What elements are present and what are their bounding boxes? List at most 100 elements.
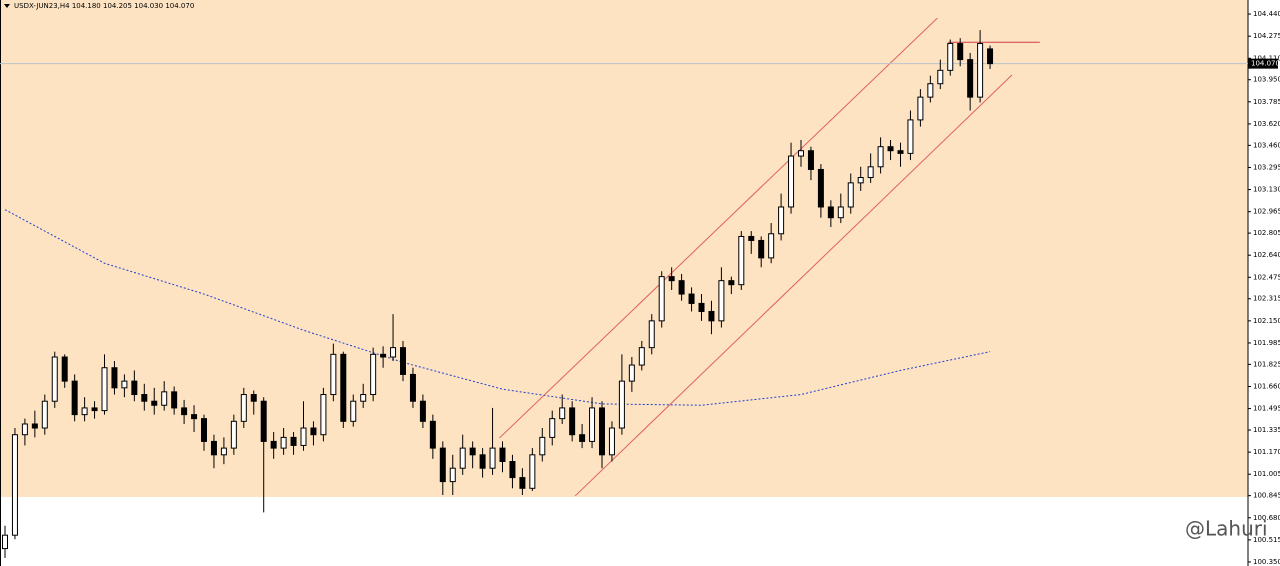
y-tick-label: 102.965 [1253,208,1280,216]
candle-body [827,206,834,219]
candle-body [310,427,317,436]
candle-body [260,400,267,442]
candle-body [390,347,397,358]
candle-body [917,96,924,121]
y-tick-label: 101.660 [1253,382,1280,390]
candle-body [788,155,795,208]
candle-body [688,293,695,304]
candle-body [370,353,377,396]
candle-body [658,276,665,322]
candle-body [210,440,217,456]
trendline [499,17,938,439]
candle-body [121,380,128,389]
candle-body [300,427,307,446]
candle-body [489,447,496,469]
candle-body [290,436,297,446]
candle-body [141,394,148,402]
candle-body [708,310,715,322]
candle-body [91,407,98,412]
candle-body [798,150,804,157]
title-icon [4,4,10,8]
candle-body [51,356,58,402]
candle-body [768,233,775,259]
candle-body [111,367,118,389]
candle-body [429,420,436,449]
candle-body [270,440,277,449]
candle-body [250,394,257,402]
candle-body [409,373,416,402]
candle-body [151,400,158,406]
candle-body [907,119,914,154]
candle-body [589,407,596,442]
candle-body [181,407,188,416]
candle-body [21,423,28,436]
candle-body [459,447,466,469]
candle-body [509,461,516,479]
y-tick-label: 102.805 [1253,229,1280,237]
y-tick-label: 103.460 [1253,141,1280,149]
candle-body [748,235,755,241]
y-tick-label: 101.495 [1253,405,1280,413]
y-tick-label: 104.275 [1253,32,1280,40]
y-tick-label: 100.680 [1253,514,1280,522]
candle-body [579,434,586,442]
y-tick-label: 103.620 [1253,120,1280,128]
y-tick-label: 100.350 [1253,558,1280,566]
candle-body [957,43,964,61]
y-tick-label: 101.170 [1253,448,1280,456]
y-tick-label: 102.475 [1253,273,1280,281]
candle-body [778,206,785,235]
candle-body [728,280,735,286]
y-tick-label: 100.845 [1253,492,1280,500]
y-tick-label: 104.440 [1253,10,1280,18]
y-tick-label: 101.825 [1253,360,1280,368]
moving-average [4,209,991,406]
candle-body [350,400,357,422]
candle-body [71,380,78,416]
candle-body [2,534,8,550]
candle-body [897,150,904,154]
candle-body [439,447,446,483]
candle-body [569,407,576,436]
candle-body [807,150,814,170]
y-tick-label: 101.335 [1253,426,1280,434]
candle-body [449,467,456,483]
candle-body [400,347,406,375]
candle-body [698,302,705,312]
candle-body [887,146,894,152]
candle-body [330,353,337,396]
y-tick-label: 100.515 [1253,536,1280,544]
y-tick-label: 103.785 [1253,98,1280,106]
candle-body [340,353,347,422]
candle-body [280,436,287,449]
candle-body [628,364,635,382]
candle-body [380,353,387,358]
candle-body [529,454,536,489]
chart-title: USDX-JUN23,H4 104.180 104.205 104.030 10… [14,2,194,10]
candle-body [41,400,48,429]
candle-body [927,83,934,98]
y-tick-label: 103.295 [1253,163,1280,171]
candle-body [549,418,556,438]
candle-body [559,407,566,420]
candle-body [61,356,68,382]
y-tick-label: 103.130 [1253,186,1280,194]
candle-body [31,423,38,429]
candle-body [479,454,486,469]
candle-body [638,347,645,366]
candle-body [320,394,327,436]
candle-body [230,420,237,449]
candle-body [599,407,605,456]
candle-body [758,239,765,259]
candle-body [977,43,984,98]
candle-body [738,235,745,286]
candle-body [967,59,974,98]
candle-body [220,447,227,456]
y-tick-label: 101.005 [1253,470,1280,478]
candle-body [608,427,615,456]
candle-body [201,418,207,442]
y-tick-label: 104.110 [1253,54,1280,62]
last-price-label: 104.070 [1251,60,1280,68]
candle-body [161,391,168,406]
